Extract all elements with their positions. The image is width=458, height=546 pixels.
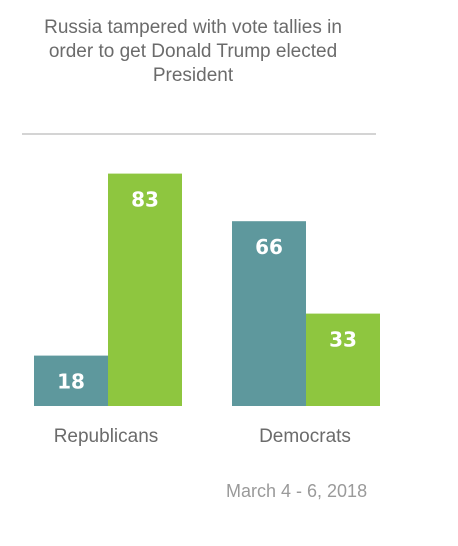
chart-title-line-2: order to get Donald Trump elected [48, 41, 338, 62]
category-label-democrats: Democrats [259, 426, 351, 447]
category-label-republicans: Republicans [54, 426, 159, 447]
bar-value-label-democrats-2: 33 [329, 328, 357, 352]
bar-democrats-2 [306, 313, 380, 406]
bar-republicans-1 [34, 355, 108, 406]
survey-date: March 4 - 6, 2018 [226, 481, 368, 501]
title-divider [22, 133, 376, 135]
bar-value-label-democrats-1: 66 [255, 235, 283, 259]
chart-title: Russia tampered with vote tallies in ord… [0, 16, 386, 88]
bar-republicans-2 [108, 173, 182, 406]
bar-value-label-republicans-1: 18 [57, 370, 85, 394]
bar-democrats-1 [232, 221, 306, 406]
chart-title-line-1: Russia tampered with vote tallies in [44, 17, 342, 38]
bar-value-label-republicans-2: 83 [131, 188, 159, 212]
chart-title-line-3: President [152, 65, 234, 86]
